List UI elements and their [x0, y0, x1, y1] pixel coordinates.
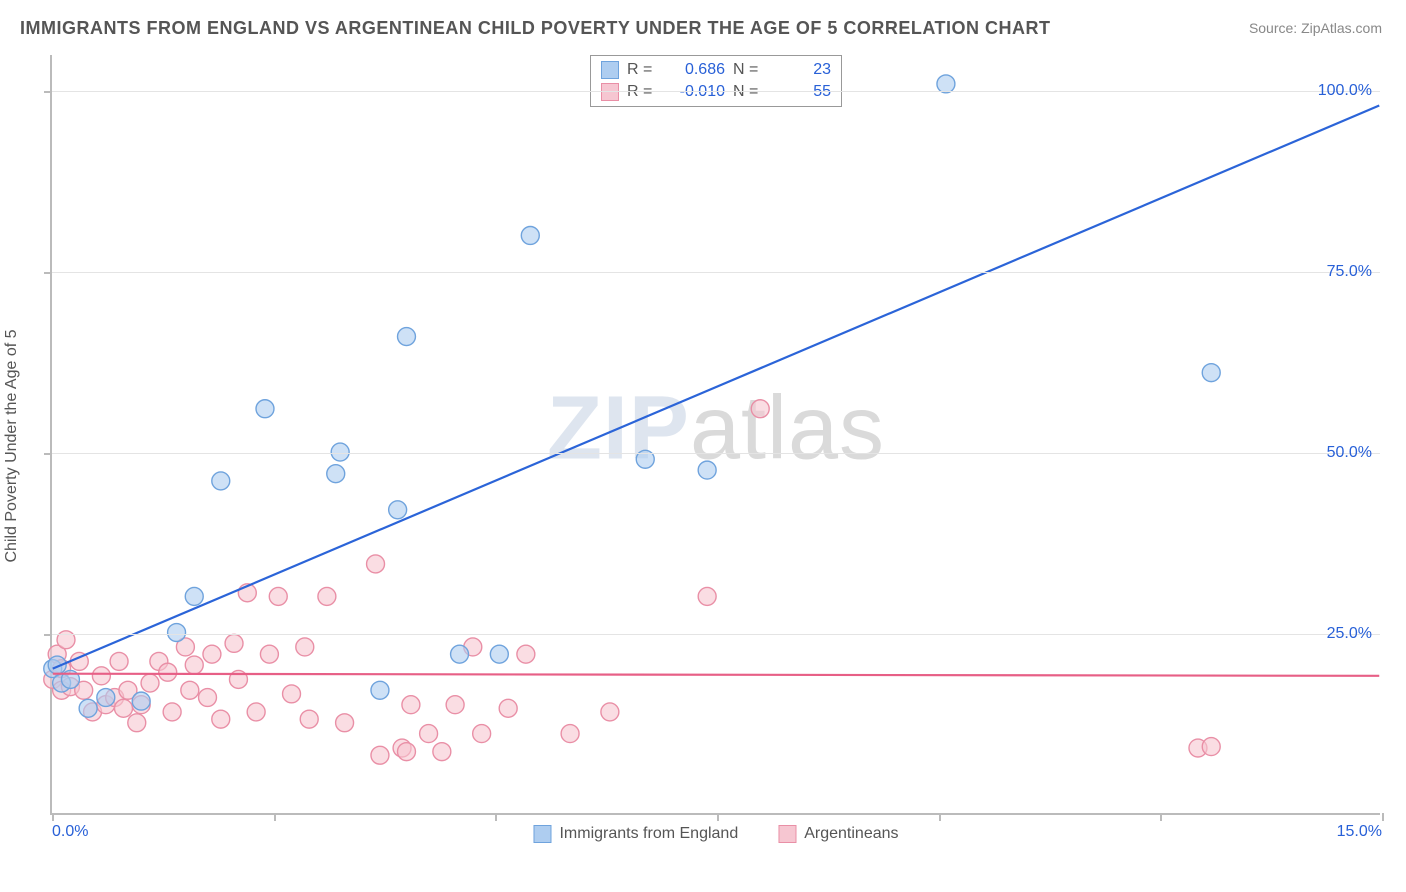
legend-stat-value: 23 — [771, 61, 831, 79]
xtick-label: 15.0% — [1337, 823, 1382, 841]
scatter-point-a — [97, 689, 115, 707]
scatter-point-b — [402, 696, 420, 714]
xtick-mark — [495, 813, 497, 821]
gridline-h — [52, 634, 1380, 635]
scatter-point-b — [128, 714, 146, 732]
scatter-point-b — [110, 652, 128, 670]
ytick-mark — [44, 634, 52, 636]
scatter-point-b — [371, 746, 389, 764]
ytick-mark — [44, 453, 52, 455]
xtick-mark — [717, 813, 719, 821]
xtick-label: 0.0% — [52, 823, 88, 841]
legend-swatch — [778, 825, 796, 843]
scatter-point-b — [92, 667, 110, 685]
legend-swatch — [533, 825, 551, 843]
legend-stat-label: N = — [733, 61, 763, 79]
scatter-point-b — [260, 645, 278, 663]
scatter-point-b — [283, 685, 301, 703]
scatter-point-b — [751, 400, 769, 418]
regression-line — [53, 106, 1380, 669]
scatter-point-a — [331, 443, 349, 461]
scatter-point-b — [203, 645, 221, 663]
ytick-mark — [44, 272, 52, 274]
scatter-point-a — [490, 645, 508, 663]
scatter-point-a — [185, 587, 203, 605]
scatter-point-b — [446, 696, 464, 714]
scatter-point-b — [698, 587, 716, 605]
chart-svg — [52, 55, 1380, 813]
scatter-point-b — [163, 703, 181, 721]
ytick-mark — [44, 91, 52, 93]
correlation-legend: R =0.686N =23R =-0.010N =55 — [590, 55, 842, 107]
scatter-point-a — [168, 624, 186, 642]
scatter-point-b — [367, 555, 385, 573]
ytick-label: 100.0% — [1318, 82, 1372, 100]
source-attribution: Source: ZipAtlas.com — [1249, 20, 1382, 36]
scatter-point-b — [336, 714, 354, 732]
scatter-point-b — [296, 638, 314, 656]
gridline-h — [52, 91, 1380, 92]
legend-item: Argentineans — [778, 825, 898, 843]
scatter-point-a — [1202, 364, 1220, 382]
gridline-h — [52, 272, 1380, 273]
scatter-point-b — [181, 681, 199, 699]
scatter-point-b — [601, 703, 619, 721]
scatter-point-a — [256, 400, 274, 418]
ytick-label: 50.0% — [1327, 444, 1372, 462]
legend-item: Immigrants from England — [533, 825, 738, 843]
scatter-point-b — [300, 710, 318, 728]
scatter-point-a — [521, 226, 539, 244]
scatter-point-b — [115, 699, 133, 717]
scatter-point-b — [433, 743, 451, 761]
xtick-mark — [52, 813, 54, 821]
scatter-point-a — [327, 465, 345, 483]
y-axis-label: Child Poverty Under the Age of 5 — [3, 329, 21, 562]
scatter-point-b — [269, 587, 287, 605]
gridline-h — [52, 453, 1380, 454]
scatter-point-a — [937, 75, 955, 93]
scatter-point-b — [420, 725, 438, 743]
xtick-mark — [1382, 813, 1384, 821]
scatter-point-a — [79, 699, 97, 717]
legend-row: R = 0.686 N = 23 — [601, 59, 831, 81]
scatter-point-b — [1202, 738, 1220, 756]
legend-label: Immigrants from England — [559, 825, 738, 843]
xtick-mark — [1160, 813, 1162, 821]
ytick-label: 75.0% — [1327, 263, 1372, 281]
scatter-point-a — [389, 501, 407, 519]
scatter-point-b — [185, 656, 203, 674]
scatter-point-b — [225, 634, 243, 652]
chart-container: IMMIGRANTS FROM ENGLAND VS ARGENTINEAN C… — [0, 0, 1406, 892]
legend-swatch — [601, 61, 619, 79]
scatter-point-a — [132, 692, 150, 710]
scatter-point-a — [212, 472, 230, 490]
scatter-point-b — [212, 710, 230, 728]
regression-line — [53, 674, 1380, 676]
legend-stat-value: 0.686 — [665, 61, 725, 79]
scatter-point-b — [473, 725, 491, 743]
scatter-point-b — [141, 674, 159, 692]
plot-area: ZIPatlas R =0.686N =23R =-0.010N =55 Imm… — [50, 55, 1380, 815]
series-legend: Immigrants from England Argentineans — [533, 825, 898, 843]
scatter-point-a — [371, 681, 389, 699]
scatter-point-b — [318, 587, 336, 605]
scatter-point-b — [499, 699, 517, 717]
scatter-point-b — [517, 645, 535, 663]
scatter-point-a — [398, 328, 416, 346]
ytick-label: 25.0% — [1327, 625, 1372, 643]
legend-stat-label: R = — [627, 61, 657, 79]
legend-label: Argentineans — [804, 825, 898, 843]
scatter-point-b — [398, 743, 416, 761]
scatter-point-a — [698, 461, 716, 479]
scatter-point-b — [199, 689, 217, 707]
scatter-point-a — [451, 645, 469, 663]
xtick-mark — [274, 813, 276, 821]
chart-title: IMMIGRANTS FROM ENGLAND VS ARGENTINEAN C… — [20, 18, 1051, 39]
scatter-point-b — [159, 663, 177, 681]
xtick-mark — [939, 813, 941, 821]
scatter-point-b — [247, 703, 265, 721]
scatter-point-b — [561, 725, 579, 743]
